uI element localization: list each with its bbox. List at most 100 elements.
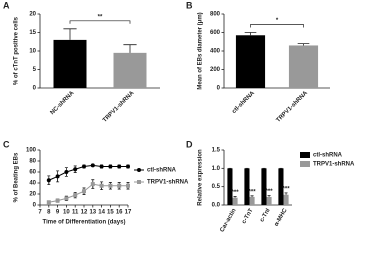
y-tick-label: 1.0 xyxy=(212,166,221,172)
x-tick-label: ctl-shRNA xyxy=(231,90,256,115)
y-tick-label: 0 xyxy=(33,86,37,92)
legend-swatch xyxy=(300,152,310,158)
y-axis-label: % of cTnT positive cells xyxy=(14,16,20,85)
x-tick-label: 12 xyxy=(81,210,88,216)
panel-label: C xyxy=(3,139,10,149)
legend-swatch xyxy=(300,161,310,167)
significance-label: *** xyxy=(266,189,274,195)
y-tick-label: 0.5 xyxy=(212,184,221,190)
y-tick-label: 400 xyxy=(210,49,221,55)
point xyxy=(73,193,78,198)
x-tick-label: 9 xyxy=(56,210,60,216)
point xyxy=(73,167,78,172)
point xyxy=(90,182,95,187)
point xyxy=(55,198,60,203)
x-tick-label: 14 xyxy=(98,210,105,216)
x-tick-label: TRPV1-shRNA xyxy=(102,90,136,124)
y-tick-label: 1.5 xyxy=(212,148,221,154)
x-tick-label: 8 xyxy=(47,210,51,216)
legend-marker xyxy=(137,180,141,184)
error-bar xyxy=(244,32,257,36)
error-bar xyxy=(250,195,254,197)
significance-label: *** xyxy=(249,189,257,195)
error-bar xyxy=(284,192,288,195)
panel-label: B xyxy=(186,0,193,10)
y-tick-label: 5 xyxy=(33,67,37,73)
x-tick-label: NC-shRNA xyxy=(50,90,76,116)
significance-label: *** xyxy=(283,186,291,192)
y-tick-label: 20 xyxy=(29,12,36,18)
y-tick-label: 600 xyxy=(210,30,221,36)
point xyxy=(117,164,122,169)
legend-marker xyxy=(137,168,141,172)
point xyxy=(55,174,60,179)
y-tick-label: 0.0 xyxy=(212,203,221,209)
point xyxy=(108,183,113,188)
error-bar xyxy=(297,43,310,46)
point xyxy=(126,164,130,169)
y-tick-label: 10 xyxy=(29,49,36,55)
error-bar xyxy=(63,28,77,40)
panel-label: A xyxy=(3,0,10,10)
y-tick-label: 15 xyxy=(29,30,36,36)
error-bar xyxy=(267,195,271,197)
legend-label: TRPV1-shRNA xyxy=(147,180,189,186)
significance-label: ** xyxy=(98,14,103,20)
y-tick-label: 60 xyxy=(29,170,36,176)
y-axis-label: Mean of EBs diameter (μm) xyxy=(198,12,204,89)
point xyxy=(82,164,86,169)
y-tick-label: 800 xyxy=(210,12,221,18)
legend-label: ctl-shRNA xyxy=(147,168,177,174)
x-tick-label: c-TnT xyxy=(241,208,255,225)
y-tick-label: 0 xyxy=(33,203,37,209)
bar xyxy=(278,168,284,205)
y-axis-label: Relative expression xyxy=(198,149,204,206)
point xyxy=(82,189,86,194)
panel-label: D xyxy=(186,139,193,149)
significance-bracket xyxy=(250,24,304,28)
bar xyxy=(283,194,289,205)
x-tick-label: 15 xyxy=(107,210,114,216)
bar xyxy=(244,168,250,205)
point xyxy=(108,164,113,169)
bar xyxy=(227,168,233,205)
significance-label: *** xyxy=(232,190,240,196)
point xyxy=(64,196,69,201)
x-tick-label: Car-actin xyxy=(219,208,237,234)
x-tick-label: α-MHC xyxy=(274,207,289,227)
y-tick-label: 80 xyxy=(29,159,36,165)
error-bar xyxy=(123,44,137,53)
bar xyxy=(113,52,147,88)
bar xyxy=(249,196,255,205)
y-tick-label: 100 xyxy=(26,148,37,154)
x-tick-label: TRPV1-shRNA xyxy=(276,90,310,124)
y-tick-label: 200 xyxy=(210,67,221,73)
point xyxy=(117,183,122,188)
bar xyxy=(53,39,87,88)
x-tick-label: 11 xyxy=(72,210,79,216)
bar xyxy=(232,197,238,205)
point xyxy=(64,170,69,174)
bar xyxy=(288,45,319,88)
point xyxy=(99,183,104,188)
significance-bracket xyxy=(69,20,131,24)
x-tick-label: 17 xyxy=(125,210,132,216)
axis xyxy=(39,150,128,206)
x-axis-label: Time of Differentiation (days) xyxy=(43,220,126,226)
x-tick-label: 16 xyxy=(116,210,123,216)
y-axis-label: % of Beating EBs xyxy=(14,152,20,202)
bar xyxy=(266,196,272,205)
x-tick-label: 10 xyxy=(63,210,70,216)
legend-label: TRPV1-shRNA xyxy=(313,162,355,168)
point xyxy=(99,164,104,169)
point xyxy=(46,178,51,183)
error-bar xyxy=(233,196,237,198)
line xyxy=(48,183,128,203)
bar xyxy=(261,168,267,205)
y-tick-label: 40 xyxy=(29,181,36,187)
bar xyxy=(235,35,266,88)
y-tick-label: 0 xyxy=(217,86,221,92)
point xyxy=(126,183,130,188)
y-tick-label: 20 xyxy=(29,192,36,198)
